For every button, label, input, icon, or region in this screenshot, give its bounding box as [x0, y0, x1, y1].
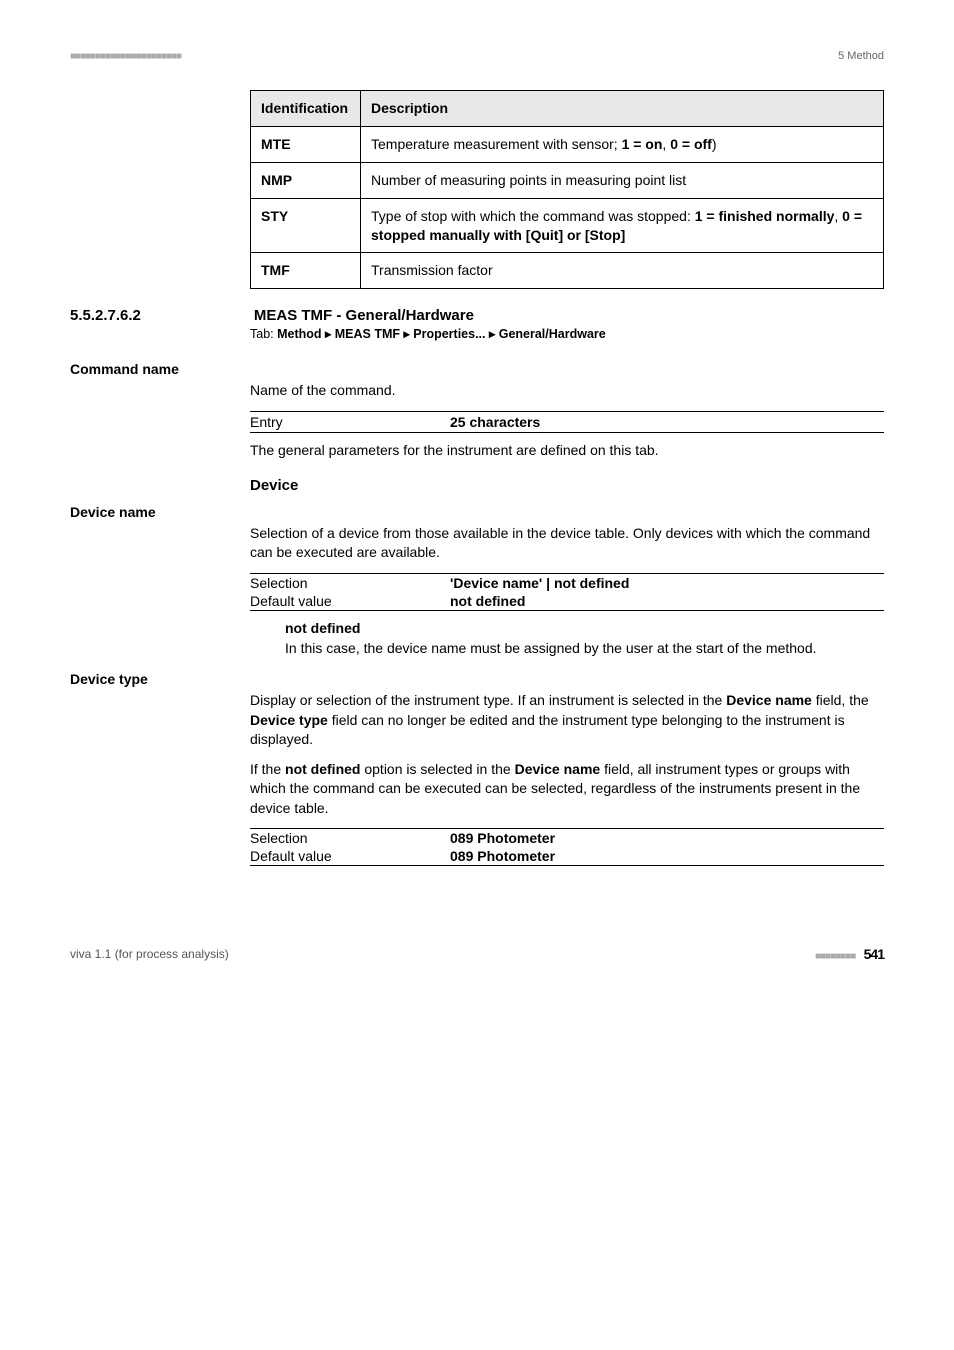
entry-value: 089 Photometer [450, 830, 555, 846]
footer-right: ■■■■■■■■ 541 [815, 946, 884, 962]
page-number: 541 [864, 946, 884, 962]
cell-id: NMP [251, 162, 361, 198]
section-heading-row: 5.5.2.7.6.2 MEAS TMF - General/Hardware [70, 307, 884, 324]
device-type-p2: If the not defined option is selected in… [250, 760, 884, 819]
table-row: STY Type of stop with which the command … [251, 198, 884, 253]
cell-desc: Temperature measurement with sensor; 1 =… [361, 126, 884, 162]
entry-value: not defined [450, 593, 525, 609]
tab-path-line: Tab: Method ▸ MEAS TMF ▸ Properties... ▸… [250, 326, 884, 341]
device-type-entry: Selection 089 Photometer Default value 0… [250, 828, 884, 866]
section-title: MEAS TMF - General/Hardware [254, 307, 474, 324]
page-header: ■■■■■■■■■■■■■■■■■■■■■■ 5 Method [70, 50, 884, 62]
page-footer: viva 1.1 (for process analysis) ■■■■■■■■… [70, 946, 884, 962]
cell-desc: Transmission factor [361, 253, 884, 289]
cell-desc: Number of measuring points in measuring … [361, 162, 884, 198]
p-text: field can no longer be edited and the in… [250, 712, 845, 748]
device-type-p1: Display or selection of the instrument t… [250, 691, 884, 750]
p-text: Display or selection of the instrument t… [250, 692, 726, 708]
field-command-name-label: Command name [70, 361, 884, 377]
desc-bold: 1 = finished normally [695, 208, 835, 224]
entry-value: 089 Photometer [450, 848, 555, 864]
entry-key: Entry [250, 414, 450, 430]
p-bold: Device name [515, 761, 601, 777]
command-name-after: The general parameters for the instrumen… [250, 441, 884, 461]
command-name-text: Name of the command. [250, 381, 884, 401]
definition-text: In this case, the device name must be as… [285, 640, 817, 656]
header-section-ref: 5 Method [838, 50, 884, 62]
table-row: NMP Number of measuring points in measur… [251, 162, 884, 198]
definition-term: not defined [285, 619, 884, 639]
entry-key: Selection [250, 575, 450, 591]
cell-desc: Type of stop with which the command was … [361, 198, 884, 253]
tab-prefix: Tab: [250, 327, 277, 341]
p-bold: Device name [726, 692, 812, 708]
section-number: 5.5.2.7.6.2 [70, 307, 250, 324]
entry-key: Default value [250, 848, 450, 864]
device-subheading: Device [250, 477, 884, 494]
desc-text: Temperature measurement with sensor; [371, 136, 622, 152]
table-row: TMF Transmission factor [251, 253, 884, 289]
desc-text: Type of stop with which the command was … [371, 208, 695, 224]
desc-text: , [834, 208, 842, 224]
desc-bold: 0 = off [670, 136, 712, 152]
p-text: option is selected in the [360, 761, 514, 777]
device-name-text: Selection of a device from those availab… [250, 524, 884, 563]
p-text: field, the [812, 692, 869, 708]
p-bold: Device type [250, 712, 328, 728]
cell-id: TMF [251, 253, 361, 289]
table-row: MTE Temperature measurement with sensor;… [251, 126, 884, 162]
not-defined-definition: not defined In this case, the device nam… [285, 619, 884, 659]
field-device-name-label: Device name [70, 504, 884, 520]
desc-text: ) [712, 136, 717, 152]
p-bold: not defined [285, 761, 360, 777]
tab-path: Method ▸ MEAS TMF ▸ Properties... ▸ Gene… [277, 327, 606, 341]
entry-key: Selection [250, 830, 450, 846]
p-text: If the [250, 761, 285, 777]
cell-id: STY [251, 198, 361, 253]
device-name-entry: Selection 'Device name' | not defined De… [250, 573, 884, 611]
entry-value: 25 characters [450, 414, 540, 430]
footer-dashes: ■■■■■■■■ [815, 951, 855, 962]
footer-left: viva 1.1 (for process analysis) [70, 947, 229, 961]
entry-value: 'Device name' | not defined [450, 575, 629, 591]
table-header-row: Identifica­tion Description [251, 91, 884, 127]
entry-key: Default value [250, 593, 450, 609]
desc-bold: 1 = on [622, 136, 663, 152]
header-dashes: ■■■■■■■■■■■■■■■■■■■■■■ [70, 51, 181, 62]
col-description: Description [361, 91, 884, 127]
identification-table: Identifica­tion Description MTE Temperat… [250, 90, 884, 289]
command-name-entry: Entry 25 characters [250, 411, 884, 433]
field-device-type-label: Device type [70, 671, 884, 687]
cell-id: MTE [251, 126, 361, 162]
col-identification: Identifica­tion [251, 91, 361, 127]
